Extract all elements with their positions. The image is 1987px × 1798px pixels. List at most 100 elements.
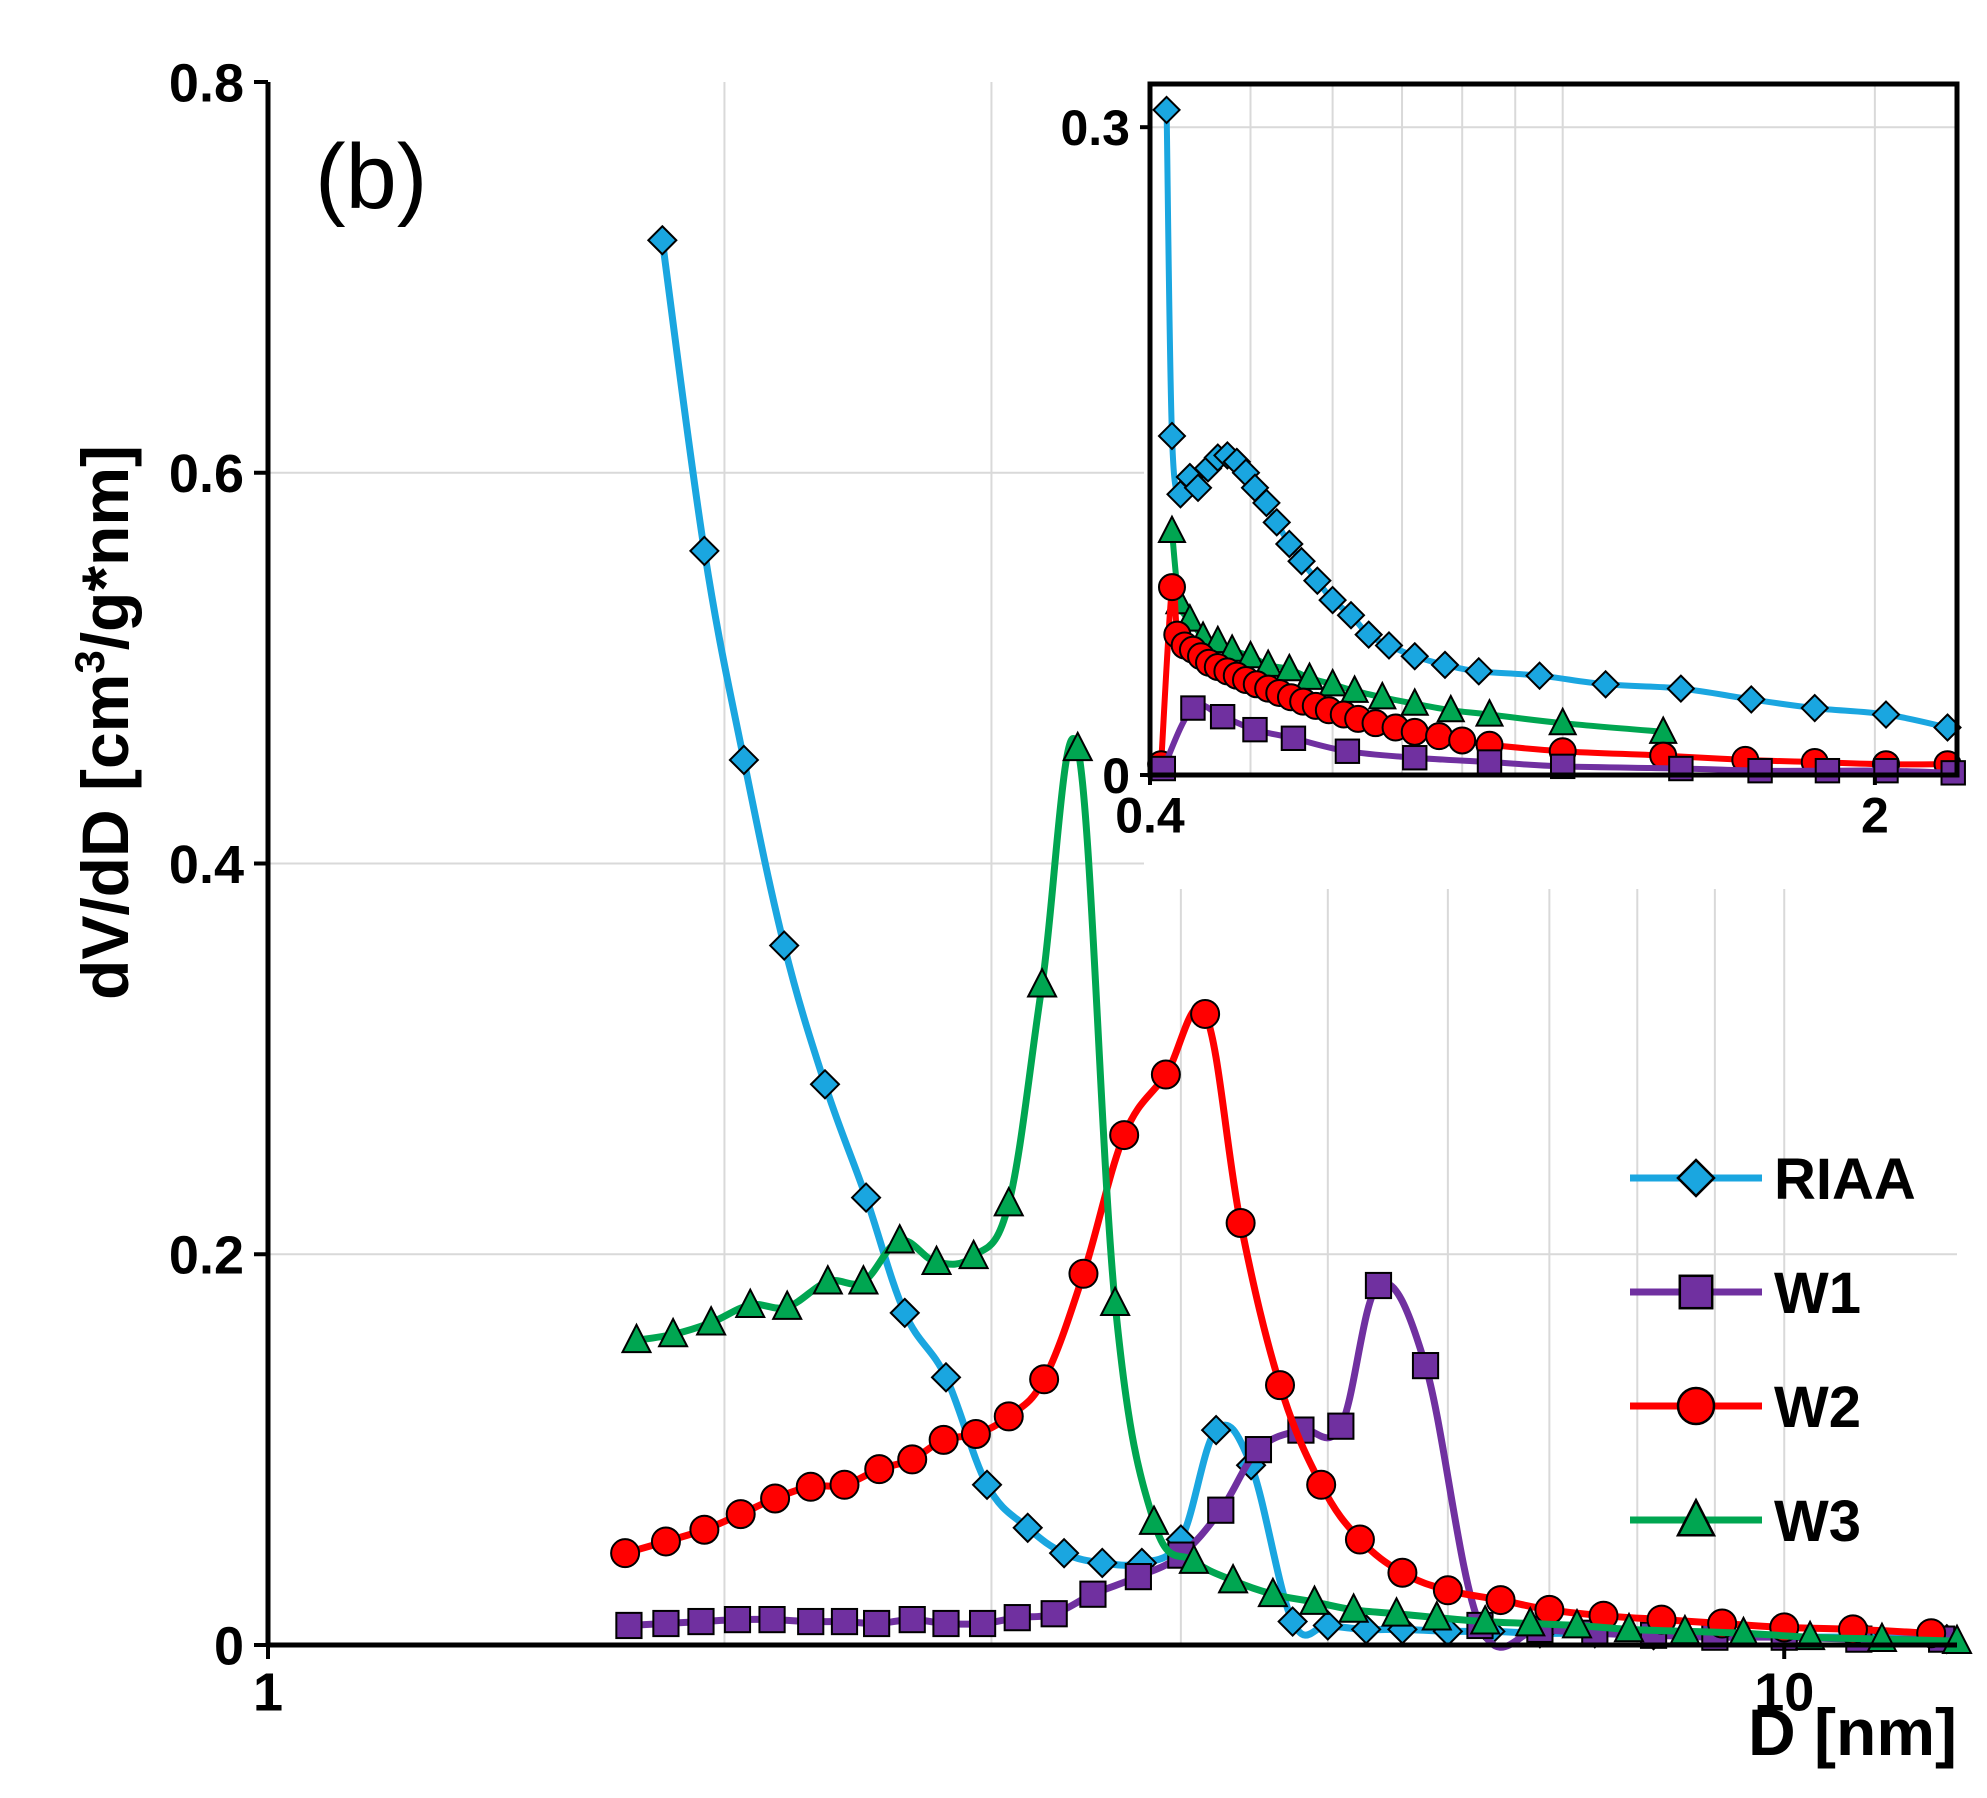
legend-label: W2 [1774,1375,1861,1440]
data-point-w2 [689,1514,720,1545]
data-point-w3 [1217,1562,1249,1594]
data-point-w3 [1367,680,1397,710]
data-point-riaa [971,1469,1003,1501]
data-point-riaa [1048,1537,1080,1569]
data-point-w3 [1337,1592,1370,1623]
series-w2 [1147,573,1962,779]
data-point-w2 [1150,1059,1181,1090]
data-point-w3 [1613,1611,1645,1643]
legend-marker-riaa [1676,1158,1716,1198]
data-point-w2 [1190,998,1221,1029]
data-point-riaa [1252,488,1281,518]
data-point-riaa [1302,566,1332,596]
data-point-riaa [728,744,760,776]
data-point-w1 [1476,749,1503,775]
data-point-w2 [1425,722,1454,751]
x-tick-label: 1 [253,1662,283,1722]
data-point-w3 [847,1264,880,1295]
data-point-w2 [1400,717,1429,746]
data-point-w1 [1207,1496,1235,1524]
data-point-riaa [1157,421,1187,451]
data-point-w3 [657,1316,689,1348]
legend-item-w2: W2 [1630,1375,1861,1440]
data-point-riaa [1312,1610,1344,1641]
data-point-riaa [1318,585,1348,615]
data-point-riaa [1800,693,1830,723]
data-point-w1 [1747,757,1773,784]
data-point-w2 [1225,1207,1256,1238]
data-point-w2 [1432,1575,1463,1606]
data-point-riaa [1464,656,1494,686]
data-point-w3 [1421,1600,1453,1631]
data-point-w2 [760,1483,791,1514]
data-point-w3 [1436,693,1466,723]
data-point-riaa [1262,507,1292,537]
data-point-w3 [1257,1576,1289,1608]
data-point-w1 [758,1606,786,1634]
y-axis-label-rest: /g*nm] [68,445,142,650]
data-point-w1 [1242,716,1268,743]
data-point-w3 [1514,1605,1546,1637]
inset-frame [1147,81,1960,778]
data-point-w2 [897,1444,928,1475]
data-point-w3 [1294,661,1325,690]
y-tick-label: 0.4 [169,835,244,895]
y-axis-label: dV/dD [cm3/g*nm] [66,445,142,1000]
data-point-riaa [1086,1547,1118,1579]
data-point-w3 [1138,1504,1170,1535]
legend: RIAA W1 W2 W3 [1630,1147,1916,1554]
data-point-riaa [1200,1414,1232,1446]
data-point-riaa [1287,546,1316,576]
data-point-w2 [1534,1594,1565,1625]
data-point-w1 [1180,695,1206,721]
data-point-w3 [884,1222,916,1254]
data-point-w1 [687,1607,715,1636]
inset-axes: 0 0.3 0.4 2 [1060,81,1960,844]
main-plot-series [610,224,1973,1655]
data-point-w2 [725,1499,756,1530]
data-point-w1 [1079,1580,1107,1608]
data-point-riaa [1525,661,1555,691]
data-point-riaa [1354,620,1384,650]
data-point-w1 [863,1609,891,1638]
data-point-riaa [1736,685,1766,714]
legend-marker-w2 [1676,1386,1716,1426]
data-point-w2 [928,1424,959,1455]
data-point-riaa [768,930,800,961]
data-point-riaa [809,1068,841,1100]
data-point-w2 [1344,1524,1375,1555]
legend-item-w3: W3 [1630,1489,1861,1554]
legend-item-w1: W1 [1630,1261,1861,1326]
data-point-riaa [1183,473,1213,503]
data-point-w1 [1327,1412,1355,1440]
data-point-w3 [1099,1285,1131,1316]
y-tick-label: 0 [214,1616,244,1676]
data-point-w2 [993,1401,1024,1432]
data-point-w2 [1157,573,1186,602]
data-point-w1 [652,1609,680,1638]
data-point-w1 [1209,703,1236,730]
panel-label: (b) [315,126,427,228]
data-point-riaa [889,1297,921,1329]
data-point-w3 [1026,967,1058,998]
data-point-w3 [1178,1543,1210,1574]
main-axes: 0 0.2 0.4 0.6 0.8 1 10 [169,53,1957,1722]
data-point-w1 [615,1611,643,1640]
data-point-w2 [1029,1364,1060,1395]
data-point-w2 [960,1418,991,1449]
data-point-w1 [1003,1604,1031,1632]
data-point-w1 [1334,738,1361,764]
data-point-w3 [1339,674,1370,703]
data-point-w3 [1274,652,1304,682]
legend-label: RIAA [1774,1147,1916,1212]
data-point-w3 [1400,687,1430,716]
data-point-w3 [695,1305,727,1336]
series-w3 [620,730,1973,1654]
data-point-w3 [957,1238,990,1270]
data-point-riaa [1274,529,1304,559]
data-point-w1 [968,1609,997,1638]
data-point-riaa [1871,700,1901,729]
data-point-w1 [898,1606,926,1634]
data-point-riaa [1336,600,1366,630]
data-point-w1 [1814,757,1841,784]
